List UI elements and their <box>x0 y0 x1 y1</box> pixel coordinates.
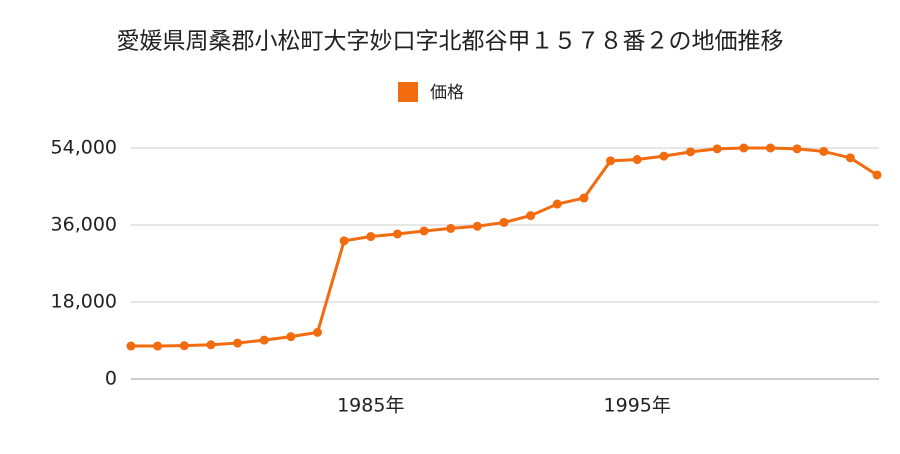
series-line <box>131 146 878 348</box>
y-tick-label: 54,000 <box>51 137 117 159</box>
chart-title: 愛媛県周桑郡小松町大字妙口字北都谷甲１５７８番２の地価推移 <box>117 29 784 55</box>
data-point <box>179 341 189 351</box>
y-tick-label: 18,000 <box>51 291 117 313</box>
data-point <box>526 211 536 221</box>
data-point <box>765 143 775 153</box>
x-tick-label: 1995年 <box>604 395 671 417</box>
data-point <box>579 193 589 203</box>
data-point <box>313 327 322 337</box>
data-point <box>606 156 616 166</box>
data-point <box>686 147 695 157</box>
data-point <box>206 340 216 350</box>
data-point <box>366 232 376 242</box>
data-point <box>153 341 163 351</box>
data-point <box>499 217 509 227</box>
data-point <box>819 146 829 156</box>
legend-swatch <box>398 82 418 102</box>
data-point <box>792 144 802 154</box>
data-point <box>259 335 269 345</box>
data-point <box>659 151 669 161</box>
data-point <box>446 223 456 233</box>
data-point <box>286 332 296 342</box>
x-tick-label: 1985年 <box>337 395 404 417</box>
data-point <box>339 236 349 246</box>
data-point <box>552 199 562 209</box>
data-point <box>472 221 482 231</box>
data-point <box>126 341 136 351</box>
y-tick-label: 0 <box>105 368 117 390</box>
data-point <box>845 153 855 163</box>
y-tick-label: 36,000 <box>51 214 117 236</box>
data-point <box>632 155 642 165</box>
data-point <box>739 143 749 153</box>
data-point <box>872 170 882 180</box>
data-point <box>233 338 243 348</box>
legend-label: 価格 <box>430 83 464 103</box>
data-point <box>392 229 402 239</box>
data-point <box>712 144 722 154</box>
data-point <box>419 226 429 236</box>
